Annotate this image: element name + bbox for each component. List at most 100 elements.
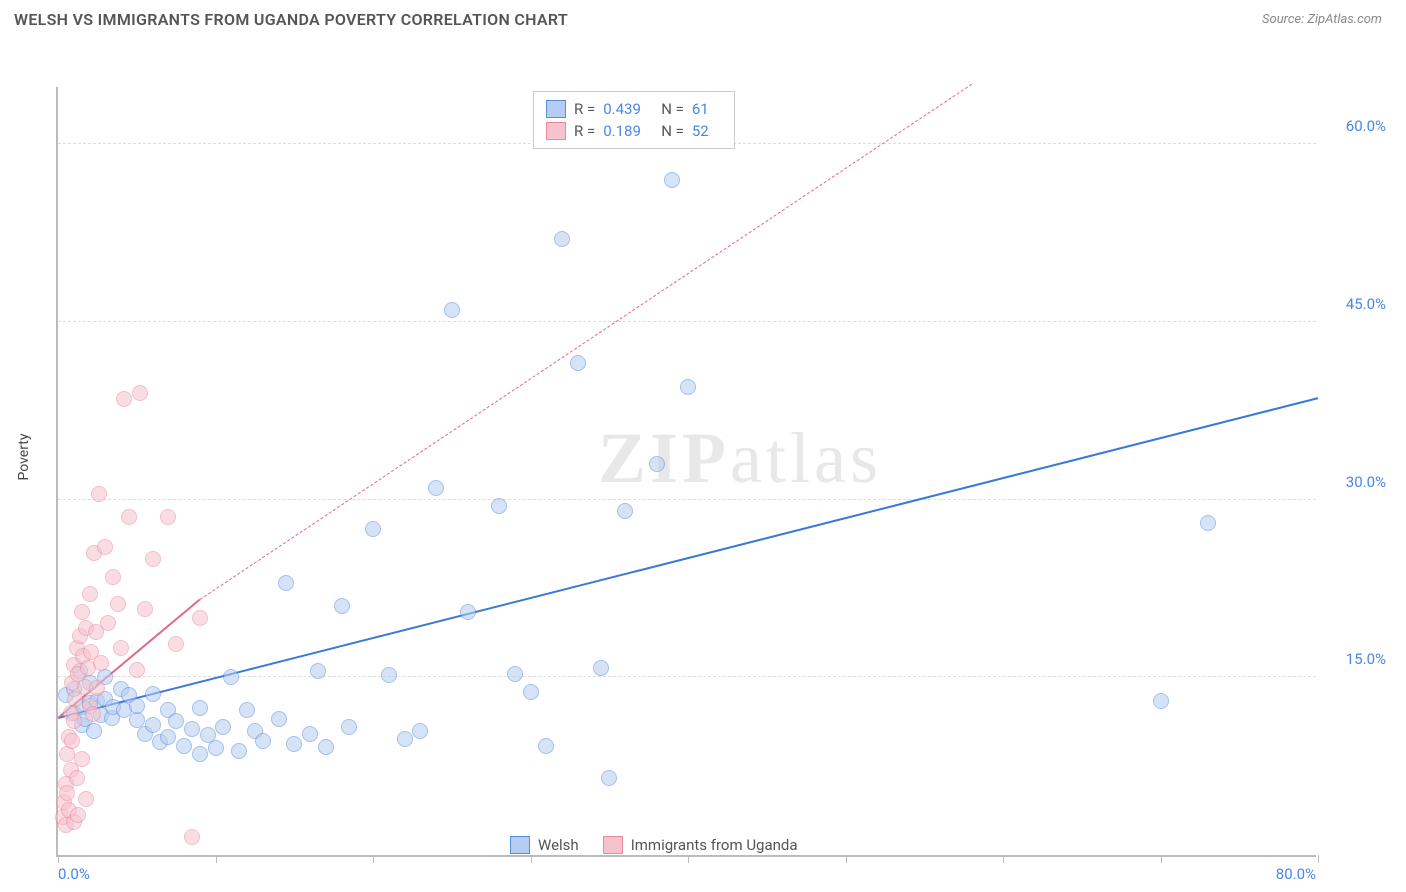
legend-n-label: N = (661, 100, 684, 118)
x-tick (1318, 855, 1319, 863)
data-point (59, 785, 75, 801)
data-point (507, 666, 523, 682)
data-point (318, 739, 334, 755)
data-point (554, 231, 570, 247)
y-axis-label: Poverty (16, 433, 32, 480)
data-point (381, 667, 397, 683)
stats-legend: R = 0.439 N = 61 R = 0.189 N = 52 (533, 91, 735, 149)
data-point (192, 700, 208, 716)
legend-n-value: 61 (692, 100, 722, 118)
data-point (255, 733, 271, 749)
data-point (460, 604, 476, 620)
data-point (365, 521, 381, 537)
data-point (223, 669, 239, 685)
legend-swatch (603, 836, 623, 854)
trend-line (58, 397, 1318, 719)
data-point (208, 740, 224, 756)
data-point (91, 486, 107, 502)
watermark: ZIPatlas (598, 417, 882, 500)
chart-title: WELSH VS IMMIGRANTS FROM UGANDA POVERTY … (14, 10, 568, 29)
data-point (70, 807, 86, 823)
data-point (192, 746, 208, 762)
data-point (78, 791, 94, 807)
data-point (341, 719, 357, 735)
legend-swatch (546, 100, 566, 118)
chart-source: Source: ZipAtlas.com (1262, 12, 1382, 27)
y-tick-label: 15.0% (1326, 650, 1386, 668)
data-point (121, 509, 137, 525)
data-point (168, 713, 184, 729)
x-tick (373, 855, 374, 863)
x-tick (58, 855, 59, 863)
x-tick (531, 855, 532, 863)
data-point (286, 736, 302, 752)
data-point (116, 391, 132, 407)
data-point (491, 498, 507, 514)
data-point (184, 829, 200, 845)
gridline (58, 321, 1316, 322)
data-point (215, 719, 231, 735)
legend-swatch (546, 122, 566, 140)
legend-r-value: 0.439 (603, 100, 653, 118)
y-tick-label: 60.0% (1326, 117, 1386, 135)
legend-r-label: R = (574, 122, 595, 140)
y-tick-label: 45.0% (1326, 295, 1386, 313)
stats-legend-row: R = 0.439 N = 61 (546, 98, 722, 120)
data-point (649, 456, 665, 472)
data-point (231, 743, 247, 759)
data-point (176, 738, 192, 754)
y-tick-label: 30.0% (1326, 473, 1386, 491)
legend-swatch (510, 836, 530, 854)
data-point (86, 723, 102, 739)
x-tick (1161, 855, 1162, 863)
data-point (1153, 693, 1169, 709)
data-point (192, 610, 208, 626)
data-point (110, 596, 126, 612)
x-tick (688, 855, 689, 863)
data-point (239, 702, 255, 718)
data-point (310, 663, 326, 679)
series-legend: Welsh Immigrants from Uganda (510, 836, 798, 854)
chart-header: WELSH VS IMMIGRANTS FROM UGANDA POVERTY … (0, 0, 1406, 37)
data-point (129, 698, 145, 714)
data-point (129, 662, 145, 678)
data-point (137, 601, 153, 617)
data-point (601, 770, 617, 786)
x-tick-label: 0.0% (58, 865, 90, 883)
data-point (680, 379, 696, 395)
data-point (278, 575, 294, 591)
data-point (89, 680, 105, 696)
legend-r-value: 0.189 (603, 122, 653, 140)
gridline (58, 676, 1316, 677)
data-point (334, 598, 350, 614)
data-point (113, 640, 129, 656)
data-point (82, 586, 98, 602)
x-tick (846, 855, 847, 863)
data-point (69, 770, 85, 786)
data-point (412, 723, 428, 739)
gridline (58, 499, 1316, 500)
data-point (664, 172, 680, 188)
data-point (538, 738, 554, 754)
data-point (184, 721, 200, 737)
data-point (74, 751, 90, 767)
series-legend-label: Immigrants from Uganda (631, 836, 798, 854)
legend-n-label: N = (661, 122, 684, 140)
data-point (444, 302, 460, 318)
legend-r-label: R = (574, 100, 595, 118)
stats-legend-row: R = 0.189 N = 52 (546, 120, 722, 142)
data-point (168, 636, 184, 652)
data-point (271, 711, 287, 727)
x-tick-label: 80.0% (1276, 865, 1316, 883)
data-point (617, 503, 633, 519)
data-point (74, 604, 90, 620)
series-legend-item: Immigrants from Uganda (603, 836, 798, 854)
legend-n-value: 52 (692, 122, 722, 140)
data-point (97, 539, 113, 555)
data-point (160, 509, 176, 525)
data-point (145, 551, 161, 567)
series-legend-label: Welsh (538, 836, 579, 854)
data-point (302, 726, 318, 742)
data-point (1200, 515, 1216, 531)
data-point (105, 569, 121, 585)
